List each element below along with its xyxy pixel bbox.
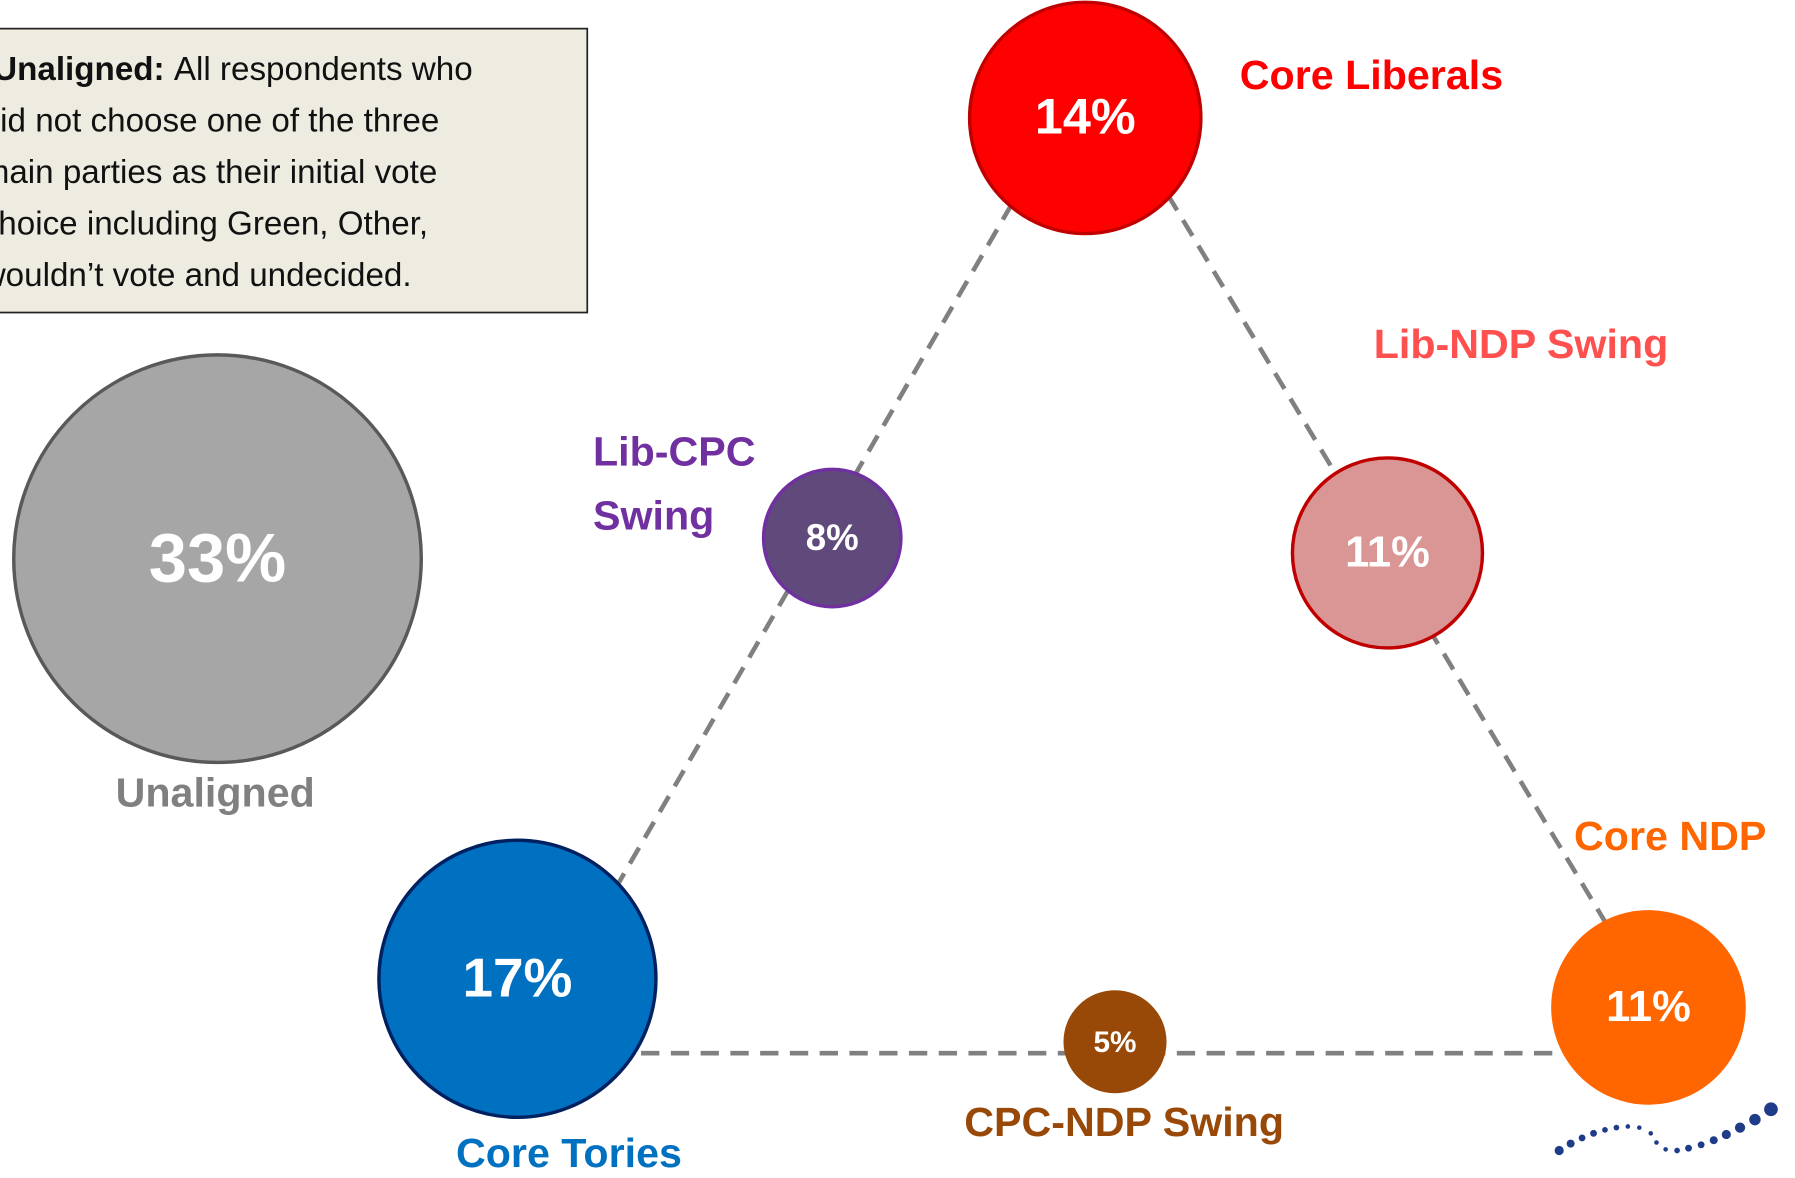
bubble-value: 14% — [1035, 88, 1136, 145]
bubble — [761, 467, 903, 609]
note-line: Unaligned: All respondents who — [0, 51, 473, 88]
note-line: wouldn’t vote and undecided. — [0, 257, 412, 294]
bubble — [12, 353, 423, 765]
bubble-label: Unaligned — [116, 770, 315, 816]
note-line: choice including Green, Other, — [0, 205, 428, 242]
bubble-label: Core NDP — [1574, 813, 1766, 859]
bubble-label: Swing — [593, 492, 714, 538]
bubble — [1290, 456, 1485, 650]
bubble — [377, 838, 658, 1120]
bubble — [1063, 990, 1167, 1094]
logo — [1554, 1102, 1778, 1156]
note-line: main parties as their initial vote — [0, 154, 437, 191]
note-box — [0, 27, 589, 314]
bubble-label: CPC-NDP Swing — [964, 1099, 1284, 1145]
bubble-label: Core Liberals — [1240, 52, 1503, 98]
bubble — [1551, 910, 1746, 1105]
bubble — [967, 0, 1203, 236]
bubble-value: 33% — [149, 519, 286, 596]
note-text: All respondents who — [174, 51, 473, 88]
bubble-value: 11% — [1345, 529, 1430, 577]
bubble-label: Lib-CPC — [593, 428, 755, 474]
bubble-value: 8% — [806, 517, 859, 558]
bubble-label: Lib-NDP Swing — [1374, 321, 1669, 367]
note-term: Unaligned: — [0, 51, 165, 88]
bubble-value: 17% — [462, 947, 572, 1009]
bubble-value: 5% — [1094, 1026, 1137, 1059]
bubble-label: Core Tories — [456, 1130, 682, 1176]
bubble-value: 11% — [1606, 983, 1691, 1031]
note-line: did not choose one of the three — [0, 102, 439, 139]
